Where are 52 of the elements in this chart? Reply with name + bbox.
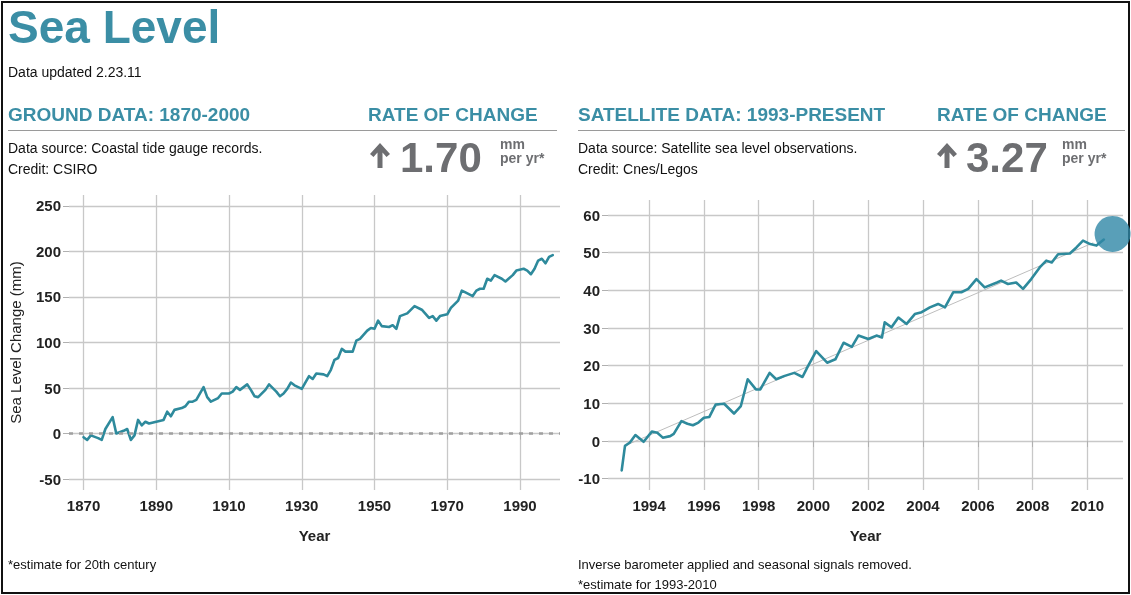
text: per yr*	[1062, 150, 1107, 166]
y-tick-label: 0	[52, 425, 61, 443]
x-tick-label: 2004	[906, 497, 941, 514]
line-series	[82, 253, 555, 442]
text: Inverse barometer applied and seasonal signals removed.	[578, 557, 912, 572]
text: per yr*	[500, 150, 545, 166]
text: mm	[1062, 136, 1087, 152]
x-axis-title: Year	[298, 527, 331, 544]
x-tick-label: 1970	[430, 497, 464, 514]
y-tick-label: 0	[591, 432, 600, 450]
y-tick-label: 250	[35, 197, 61, 215]
y-tick-label: 30	[583, 319, 600, 337]
chart-title: SATELLITE DATA: 1993-PRESENT	[578, 104, 886, 126]
x-tick-label: 2000	[796, 497, 831, 514]
x-tick-label: 1890	[139, 497, 173, 514]
y-tick-label: 20	[583, 357, 600, 375]
text: Data updated 2.23.11	[8, 64, 142, 80]
text: *estimate for 20th century	[8, 557, 157, 572]
y-tick-label: 10	[583, 394, 600, 412]
chart-subtitle: Data source: Coastal tide gauge records. Credit: CSIRO	[8, 139, 263, 179]
y-tick-label: 60	[583, 206, 600, 224]
text: Sea Level	[8, 0, 221, 54]
chart-subtitle: Data source: Satellite sea level observations. Credit: Cnes/Legos	[578, 139, 858, 179]
x-tick-label: 2010	[1070, 497, 1105, 514]
x-tick-label: 2008	[1015, 497, 1050, 514]
x-tick-label: 1998	[741, 497, 776, 514]
x-tick-label: 1990	[503, 497, 537, 514]
y-tick-label: -10	[578, 470, 600, 488]
chart-title: GROUND DATA: 1870-2000	[8, 104, 251, 126]
text: mm	[500, 136, 525, 152]
x-tick-label: 1994	[632, 497, 667, 514]
y-tick-label: 50	[583, 244, 600, 262]
x-axis-title: Year	[849, 527, 882, 544]
text: *estimate for 1993-2010	[578, 577, 717, 592]
text: 3.27	[966, 134, 1048, 182]
y-tick-label: 50	[44, 379, 61, 397]
x-tick-label: 1870	[66, 497, 101, 514]
text: RATE OF CHANGE	[368, 104, 538, 126]
text: RATE OF CHANGE	[937, 104, 1107, 126]
x-tick-label: 2002	[851, 497, 885, 514]
x-tick-label: 1996	[687, 497, 721, 514]
y-tick-label: 100	[35, 334, 61, 351]
x-tick-label: 1930	[285, 497, 319, 514]
y-tick-label: 150	[35, 288, 61, 306]
y-tick-label: -50	[39, 470, 61, 488]
y-axis-title: Sea Level Change (mm)	[7, 261, 24, 424]
text: 1.70	[400, 134, 482, 182]
y-tick-label: 40	[583, 281, 600, 299]
x-tick-label: 1910	[212, 497, 246, 514]
x-tick-label: 1950	[357, 497, 392, 514]
x-tick-label: 2006	[961, 497, 995, 514]
y-tick-label: 200	[35, 242, 61, 260]
